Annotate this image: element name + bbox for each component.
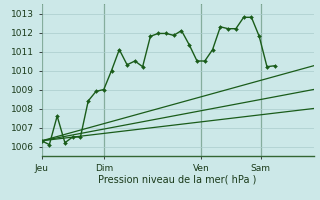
X-axis label: Pression niveau de la mer( hPa ): Pression niveau de la mer( hPa ) <box>99 174 257 184</box>
